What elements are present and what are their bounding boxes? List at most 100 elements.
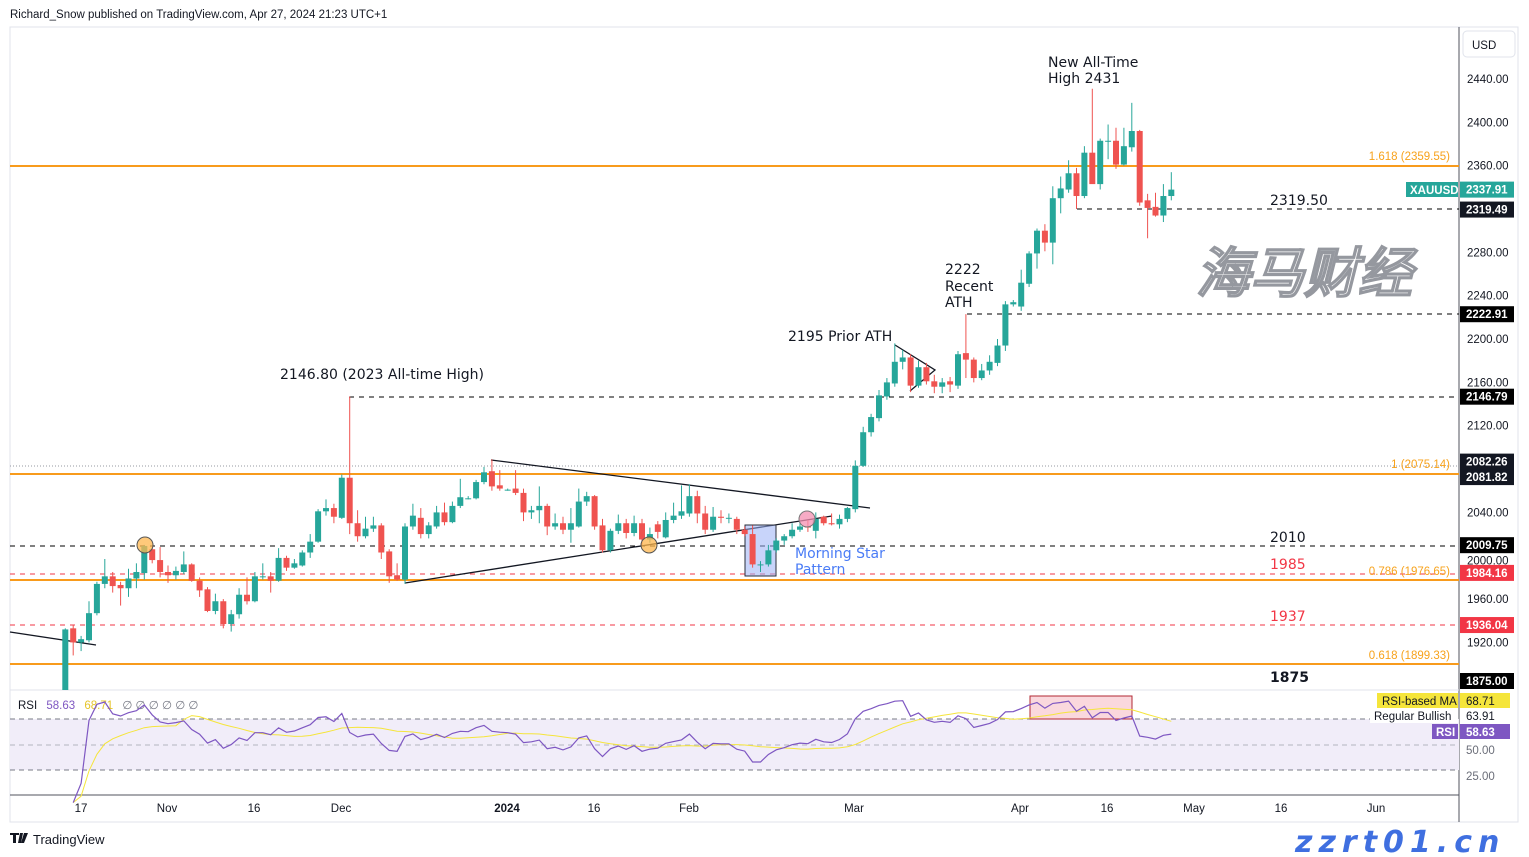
candle[interactable] <box>172 566 179 580</box>
candle[interactable] <box>978 363 985 381</box>
candle[interactable] <box>1128 102 1135 152</box>
candle[interactable] <box>86 601 92 643</box>
candle[interactable] <box>1049 186 1056 265</box>
descending-trendline[interactable] <box>490 459 871 509</box>
candle[interactable] <box>955 350 961 389</box>
candle[interactable] <box>1113 127 1119 169</box>
candle[interactable] <box>1144 193 1151 239</box>
candle[interactable] <box>149 547 156 564</box>
candle[interactable] <box>1065 160 1072 193</box>
candle[interactable] <box>678 485 685 519</box>
candle[interactable] <box>591 495 598 530</box>
candle[interactable] <box>267 571 274 593</box>
candle[interactable] <box>599 518 606 553</box>
candle[interactable] <box>876 389 882 422</box>
candle[interactable] <box>299 550 306 567</box>
candle[interactable] <box>441 502 448 526</box>
candle[interactable] <box>544 503 551 536</box>
candle[interactable] <box>394 563 401 581</box>
candle[interactable] <box>860 426 867 467</box>
candle[interactable] <box>101 558 108 589</box>
candle[interactable] <box>915 360 922 388</box>
candle[interactable] <box>315 509 322 543</box>
candle[interactable] <box>212 593 219 615</box>
candle[interactable] <box>852 460 859 513</box>
candle[interactable] <box>330 503 337 524</box>
candle[interactable] <box>1168 172 1175 201</box>
candle[interactable] <box>473 479 480 500</box>
candle[interactable] <box>749 525 756 568</box>
candle[interactable] <box>1010 300 1017 307</box>
candle[interactable] <box>970 357 977 383</box>
candle[interactable] <box>409 503 416 530</box>
candle[interactable] <box>236 588 243 619</box>
candle[interactable] <box>567 508 574 543</box>
candle[interactable] <box>828 513 835 526</box>
candle[interactable] <box>275 548 282 582</box>
candle[interactable] <box>165 565 171 583</box>
candle[interactable] <box>1057 176 1064 214</box>
candle[interactable] <box>346 396 353 535</box>
annotation-morning-star-2[interactable]: Pattern <box>795 562 845 578</box>
candle[interactable] <box>891 343 898 387</box>
candle[interactable] <box>180 551 187 575</box>
candle[interactable] <box>552 513 559 530</box>
candle[interactable] <box>986 355 993 375</box>
candle[interactable] <box>188 563 195 582</box>
annotation-morning-star-1[interactable]: Morning Star <box>795 546 885 562</box>
candle[interactable] <box>1002 301 1009 351</box>
candle[interactable] <box>1105 124 1112 160</box>
candle[interactable] <box>417 508 424 539</box>
candle[interactable] <box>70 625 77 656</box>
candle[interactable] <box>62 628 69 705</box>
candle[interactable] <box>323 499 329 516</box>
candle[interactable] <box>362 516 369 539</box>
candle[interactable] <box>117 581 124 606</box>
candle[interactable] <box>307 534 314 558</box>
highlight-circle-orange[interactable] <box>136 536 154 554</box>
candle[interactable] <box>125 568 132 597</box>
candle[interactable] <box>496 470 503 491</box>
candle[interactable] <box>725 513 732 524</box>
candle[interactable] <box>433 505 440 529</box>
candle[interactable] <box>244 577 250 605</box>
candle[interactable] <box>757 561 764 572</box>
candle[interactable] <box>710 506 717 532</box>
candle[interactable] <box>251 571 258 603</box>
candle[interactable] <box>694 490 701 524</box>
candle[interactable] <box>931 374 938 394</box>
candle[interactable] <box>623 518 630 539</box>
candle[interactable] <box>402 523 408 584</box>
candle[interactable] <box>425 522 432 539</box>
candle[interactable] <box>947 376 954 393</box>
candle[interactable] <box>1026 251 1033 288</box>
candle[interactable] <box>1152 192 1159 217</box>
candle[interactable] <box>820 515 827 526</box>
candle[interactable] <box>615 514 622 535</box>
candle[interactable] <box>449 501 456 524</box>
annotation-new-ath-1[interactable]: New All-Time <box>1048 55 1138 71</box>
rsi-divergence-box[interactable] <box>1029 695 1133 720</box>
candle[interactable] <box>1089 88 1096 185</box>
candle[interactable] <box>1041 224 1048 252</box>
annotation-new-ath-2[interactable]: High 2431 <box>1048 71 1120 87</box>
rsi-axis[interactable]: RSI-based MA 68.71 Regular Bullish 63.91… <box>1370 693 1510 783</box>
candle[interactable] <box>504 488 511 491</box>
candle[interactable] <box>465 496 472 500</box>
candle[interactable] <box>670 502 677 524</box>
candle[interactable] <box>607 528 614 553</box>
candle[interactable] <box>662 512 669 539</box>
highlight-circle-pink[interactable] <box>798 510 816 528</box>
tradingview-logo[interactable]: TradingView <box>10 832 105 847</box>
candle[interactable] <box>631 515 638 537</box>
candle[interactable] <box>220 599 227 629</box>
candle[interactable] <box>378 523 385 559</box>
candle[interactable] <box>520 488 527 522</box>
candle[interactable] <box>733 516 740 535</box>
candle[interactable] <box>994 339 1001 367</box>
candle[interactable] <box>575 488 582 528</box>
candle[interactable] <box>291 558 298 569</box>
candle[interactable] <box>686 484 693 517</box>
candle[interactable] <box>259 563 266 580</box>
